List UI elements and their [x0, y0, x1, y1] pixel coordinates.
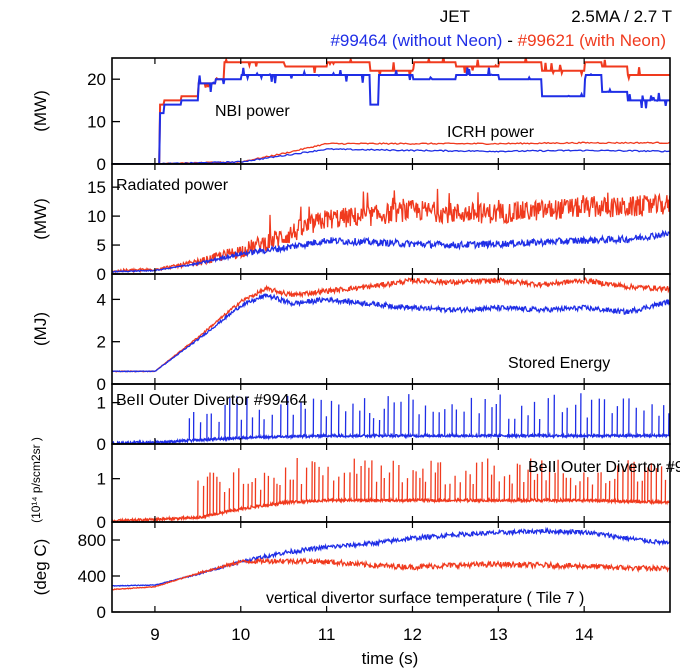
- ytick-label-energy-1: 2: [97, 333, 106, 352]
- series-radiated-1: [112, 229, 670, 273]
- ylabel-temperature: (deg C): [31, 539, 50, 596]
- series-beii_99464-0: [112, 393, 670, 444]
- x-axis-label: time (s): [362, 649, 419, 668]
- panel-label-energy-0: Stored Energy: [508, 355, 610, 372]
- series-radiated-0: [112, 188, 670, 274]
- ytick-label-energy-2: 4: [97, 290, 106, 309]
- series-power-0: [112, 58, 670, 164]
- panel-power: 0 10 20 (MW) NBI power ICRH power: [31, 57, 671, 174]
- ylabel-power: (MW): [31, 90, 50, 132]
- xtick-label-5: 14: [575, 625, 594, 644]
- ytick-label-temperature-0: 0: [97, 603, 106, 622]
- ylabel-radiated: (MW): [31, 198, 50, 240]
- panel-beii_99621: 0 1 (10¹⁴ p/scm2sr ) BeII Outer Divertor #9…: [29, 437, 680, 532]
- header-conditions: 2.5MA / 2.7 T: [571, 7, 672, 26]
- ylabel-beii_99621: (10¹⁴ p/scm2sr ): [29, 437, 43, 523]
- series-temperature-0: [112, 526, 670, 587]
- header-shot-a: #99464 (without Neon): [330, 31, 502, 50]
- panel-power-data: [112, 58, 670, 164]
- ytick-label-temperature-1: 400: [78, 567, 106, 586]
- ytick-label-energy-0: 0: [97, 375, 106, 394]
- panel-beii_99621-frame: [111, 443, 671, 523]
- panel-power-frame: [111, 57, 671, 165]
- panel-beii_99621-data: [112, 457, 670, 522]
- ytick-label-power-1: 10: [87, 113, 106, 132]
- ylabel-energy: (MJ): [31, 312, 50, 346]
- panel-temperature: 0 400 800 (deg C) vertical divertor surface …: [31, 521, 671, 622]
- ytick-label-radiated-0: 0: [97, 265, 106, 284]
- x-axis: 9 10 11 12 13 14: [150, 58, 594, 644]
- panel-temperature-frame: [111, 521, 671, 613]
- ytick-label-beii_99621-0: 0: [97, 513, 106, 532]
- xtick-label-0: 9: [150, 625, 159, 644]
- panel-energy-data: [112, 276, 670, 373]
- ytick-label-temperature-2: 800: [78, 531, 106, 550]
- xtick-label-2: 11: [318, 625, 336, 644]
- panel-temperature-data: [112, 526, 670, 591]
- ytick-label-beii_99621-1: 1: [97, 470, 106, 489]
- panel-label-power-1: ICRH power: [447, 124, 535, 141]
- ytick-label-radiated-2: 10: [87, 207, 106, 226]
- panel-label-temperature-0: vertical divertor surface temperature ( …: [266, 590, 584, 607]
- header-separator: -: [507, 31, 513, 50]
- series-energy-0: [112, 276, 670, 373]
- header-shot-b: #99621 (with Neon): [518, 31, 666, 50]
- series-temperature-1: [112, 557, 670, 591]
- panel-radiated: 0 5 10 15 (MW) Radiated power: [31, 163, 671, 284]
- series-power-1: [112, 67, 670, 164]
- header-machine: JET: [440, 7, 470, 26]
- panel-label-power-0: NBI power: [215, 103, 290, 120]
- panel-beii_99464-data: [112, 393, 670, 444]
- panel-label-beii_99464-0: BeII Outer Divertor #99464: [116, 392, 307, 409]
- xtick-label-4: 13: [489, 625, 508, 644]
- ytick-label-radiated-3: 15: [87, 178, 106, 197]
- panel-label-beii_99621-0: BeII Outer Divertor #99621: [528, 459, 680, 476]
- panel-energy: 0 2 4 (MJ) Stored Energy: [31, 273, 671, 394]
- series-beii_99621-0: [112, 457, 670, 522]
- ytick-label-power-2: 20: [87, 70, 106, 89]
- ytick-label-power-0: 0: [97, 155, 106, 174]
- header-shots: #99464 (without Neon) - #99621 (with Neo…: [330, 31, 666, 50]
- ytick-label-beii_99464-0: 0: [97, 435, 106, 454]
- series-energy-1: [112, 293, 670, 373]
- panel-radiated-data: [112, 188, 670, 274]
- ytick-label-radiated-1: 5: [97, 236, 106, 255]
- xtick-label-1: 10: [231, 625, 250, 644]
- panel-beii_99464: 0 1 BeII Outer Divertor #99464: [97, 383, 671, 454]
- ytick-label-beii_99464-1: 1: [97, 394, 106, 413]
- xtick-label-3: 12: [403, 625, 422, 644]
- panel-label-radiated-0: Radiated power: [116, 177, 229, 194]
